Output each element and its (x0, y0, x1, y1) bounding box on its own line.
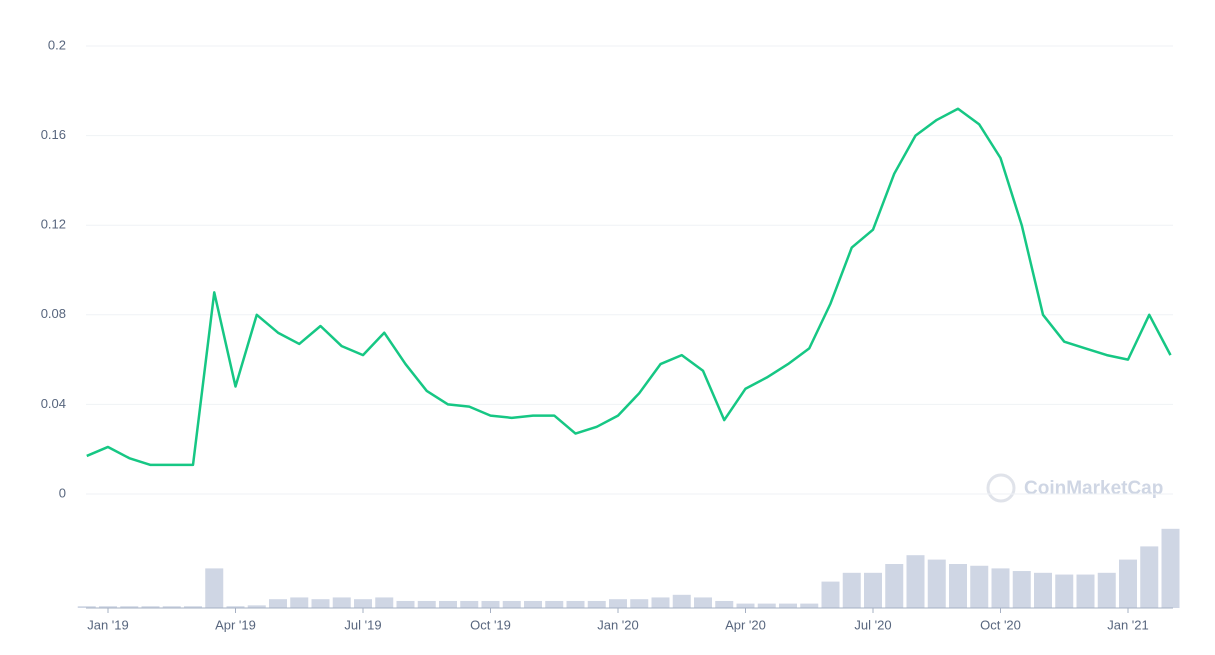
x-tick-label: Jan '20 (597, 617, 639, 632)
logo (986, 473, 1016, 503)
volume-bar (842, 572, 861, 608)
volume-bar (332, 597, 351, 608)
x-tick-label: Oct '20 (980, 617, 1021, 632)
volume-bar (630, 599, 649, 608)
volume-bar (694, 597, 712, 608)
volume-bar (1034, 572, 1052, 608)
volume-bar (1097, 572, 1116, 608)
volume-bar (226, 606, 245, 608)
volume-bar (927, 559, 946, 608)
volume-bar (715, 600, 734, 608)
volume-bar (162, 606, 181, 608)
volume-bar (1140, 546, 1159, 608)
x-tick-label: Oct '19 (470, 617, 511, 632)
y-tick-label: 0.16 (41, 127, 66, 142)
volume-bar (651, 597, 670, 608)
volume-bar (672, 594, 691, 608)
volume-bar (566, 600, 585, 608)
volume-bar (906, 555, 925, 608)
volume-bar (1055, 574, 1074, 608)
volume-bar (311, 599, 330, 608)
volume-bar (609, 599, 627, 608)
volume-bar (290, 597, 309, 608)
volume-bar (396, 600, 415, 608)
volume-bar (417, 600, 436, 608)
volume-bar (949, 564, 967, 608)
volume-bar (1076, 574, 1095, 608)
volume-bar (502, 600, 521, 608)
volume-bar (587, 600, 606, 608)
volume-bar (247, 605, 266, 608)
volume-bar (779, 603, 797, 608)
plot: 0 0.04 0.08 0.12 0.16 0.2 Jan '19 Apr '19 Jul '1… (41, 37, 1180, 632)
volume-bar (757, 603, 776, 608)
volume-bar (1119, 559, 1137, 608)
volume-bar (736, 603, 755, 608)
volume-bar (120, 606, 139, 608)
volume-bar (1012, 571, 1031, 608)
volume-bar (970, 565, 989, 608)
x-tick-label: Jan '19 (87, 617, 129, 632)
volume-bar (375, 597, 394, 608)
volume-bar (269, 599, 287, 608)
volume-bar (460, 600, 479, 608)
price-line (86, 107, 1172, 467)
volume-bar (184, 606, 202, 608)
watermark: CoinMarketCap (1024, 478, 1163, 499)
volume-bar (524, 600, 542, 608)
volume-bar (545, 600, 564, 608)
volume-bar (99, 606, 117, 608)
x-tick-label: Jan '21 (1107, 617, 1149, 632)
x-tick-label: Jul '19 (344, 617, 381, 632)
volume-bar (481, 600, 500, 608)
y-tick-label: 0.04 (41, 396, 66, 411)
volume-bar (800, 603, 819, 608)
volume-bar (1161, 528, 1180, 608)
y-tick-label: 0.08 (41, 306, 66, 321)
x-tick-label: Apr '20 (725, 617, 766, 632)
volume-bar (864, 572, 882, 608)
volume-bar (205, 568, 224, 608)
volume-bar (141, 606, 160, 608)
volume-bar (439, 600, 457, 608)
volume-bar (885, 564, 904, 608)
y-tick-label: 0.2 (48, 37, 66, 52)
volume-bar (991, 568, 1010, 608)
volume-bar (77, 606, 96, 608)
y-tick-label: 0 (59, 485, 66, 500)
y-tick-label: 0.12 (41, 217, 66, 232)
x-tick-label: Jul '20 (854, 617, 891, 632)
volume-bar (354, 599, 372, 608)
x-tick-label: Apr '19 (215, 617, 256, 632)
volume-bar (821, 581, 840, 608)
